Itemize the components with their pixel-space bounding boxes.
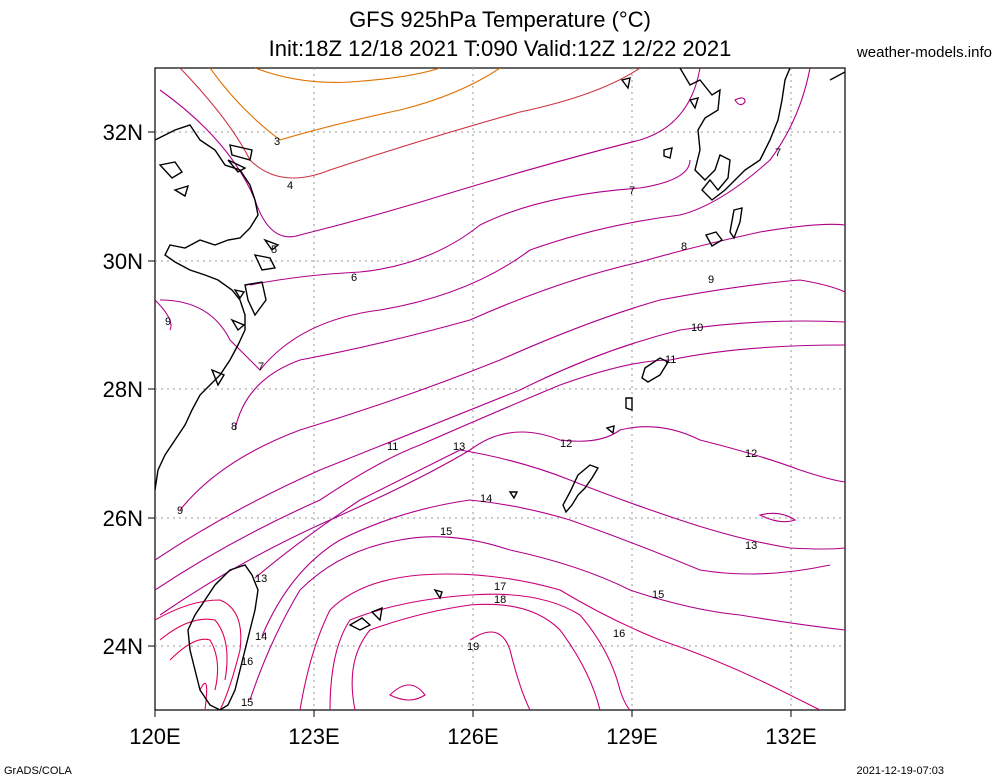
taiwan bbox=[187, 564, 259, 710]
japan-kyushu bbox=[679, 68, 791, 201]
japan-shikoku-edge bbox=[829, 71, 845, 81]
lon-label-129e: 129E bbox=[606, 724, 657, 749]
zhoushan-islands bbox=[210, 238, 280, 387]
contour-label: 16 bbox=[613, 628, 625, 640]
contour-label: 6 bbox=[351, 272, 357, 284]
isotherm-12 bbox=[159, 426, 845, 616]
contour-label: 16 bbox=[241, 656, 253, 668]
contour-label: 7 bbox=[775, 147, 781, 159]
footer-software: GrADS/COLA bbox=[4, 765, 72, 777]
contour-label: 9 bbox=[708, 274, 714, 286]
axis-ticks bbox=[148, 131, 792, 717]
contour-label: 11 bbox=[387, 441, 398, 453]
coastlines bbox=[155, 68, 845, 710]
goto-islands bbox=[620, 77, 700, 159]
contour-label: 8 bbox=[231, 421, 237, 433]
isotherm-9 bbox=[155, 279, 845, 511]
contour-label: 4 bbox=[287, 180, 293, 192]
chart-title: GFS 925hPa Temperature (°C) bbox=[349, 7, 651, 32]
contour-label: 11 bbox=[665, 354, 676, 366]
isotherm-10 bbox=[155, 320, 845, 561]
contour-label: 12 bbox=[745, 448, 757, 460]
isotherm-2 bbox=[254, 68, 441, 83]
osumi-islands bbox=[704, 207, 743, 247]
isotherm-18 bbox=[351, 603, 601, 710]
contour-label: 12 bbox=[560, 438, 572, 450]
isotherm-11 bbox=[155, 344, 845, 591]
lat-label-30n: 30N bbox=[103, 249, 143, 274]
contour-label: 8 bbox=[681, 241, 687, 253]
contour-label: 13 bbox=[745, 540, 757, 552]
contour-label: 14 bbox=[255, 631, 267, 643]
isotherm-7-west bbox=[159, 68, 811, 371]
sakishima-islands bbox=[348, 588, 443, 631]
contour-label: 13 bbox=[453, 441, 465, 453]
isotherms bbox=[155, 68, 845, 710]
contour-label: 15 bbox=[241, 697, 253, 709]
isotherm-16 bbox=[299, 573, 821, 710]
contour-label: 18 bbox=[494, 594, 506, 606]
isotherm-3 bbox=[209, 68, 501, 141]
contour-label: 17 bbox=[494, 581, 506, 593]
lon-label-132e: 132E bbox=[765, 724, 816, 749]
contour-label: 9 bbox=[165, 316, 171, 328]
footer-timestamp: 2021-12-19-07:03 bbox=[856, 765, 944, 777]
contour-label: 5 bbox=[271, 244, 277, 256]
lon-label-123e: 123E bbox=[288, 724, 339, 749]
isotherm-13 bbox=[254, 449, 845, 579]
contour-label: 15 bbox=[440, 526, 452, 538]
chart-subtitle: Init:18Z 12/18 2021 T:090 Valid:12Z 12/2… bbox=[268, 36, 732, 61]
contour-label: 7 bbox=[258, 361, 264, 373]
shanghai-islands bbox=[158, 144, 253, 198]
longitude-labels: 120E 123E 126E 129E 132E bbox=[129, 724, 816, 749]
lat-label-26n: 26N bbox=[103, 506, 143, 531]
site-credit: weather-models.info bbox=[856, 44, 992, 61]
isotherm-15 bbox=[249, 536, 845, 701]
isotherm-kyushu-7 bbox=[734, 97, 797, 523]
lat-label-24n: 24N bbox=[103, 634, 143, 659]
isotherm-14 bbox=[261, 499, 831, 637]
lat-label-32n: 32N bbox=[103, 120, 143, 145]
latitude-labels: 32N 30N 28N 26N 24N bbox=[103, 120, 143, 659]
contour-labels: 3 4 5 6 7 7 7 8 8 9 9 9 10 11 11 12 12 1… bbox=[165, 136, 781, 709]
isotherm-4 bbox=[179, 68, 641, 179]
isotherm-5 bbox=[159, 68, 701, 238]
isotherm-6 bbox=[249, 159, 691, 286]
contour-label: 9 bbox=[177, 505, 183, 517]
lat-label-28n: 28N bbox=[103, 377, 143, 402]
isotherm-taiwan-warm bbox=[155, 599, 242, 710]
isotherm-8 bbox=[234, 223, 845, 431]
isotherm-17 bbox=[329, 593, 631, 710]
lon-label-120e: 120E bbox=[129, 724, 180, 749]
contour-label: 10 bbox=[691, 322, 703, 334]
contour-label: 3 bbox=[274, 136, 280, 148]
contour-label: 15 bbox=[652, 589, 664, 601]
contour-label: 19 bbox=[467, 641, 479, 653]
contour-label: 13 bbox=[255, 573, 267, 585]
contour-label: 7 bbox=[629, 185, 635, 197]
china-coast bbox=[155, 124, 259, 491]
amami-islands bbox=[605, 357, 669, 435]
lon-label-126e: 126E bbox=[447, 724, 498, 749]
isotherm-19 bbox=[389, 631, 531, 710]
okinawa bbox=[508, 464, 600, 514]
contour-label: 14 bbox=[480, 493, 492, 505]
